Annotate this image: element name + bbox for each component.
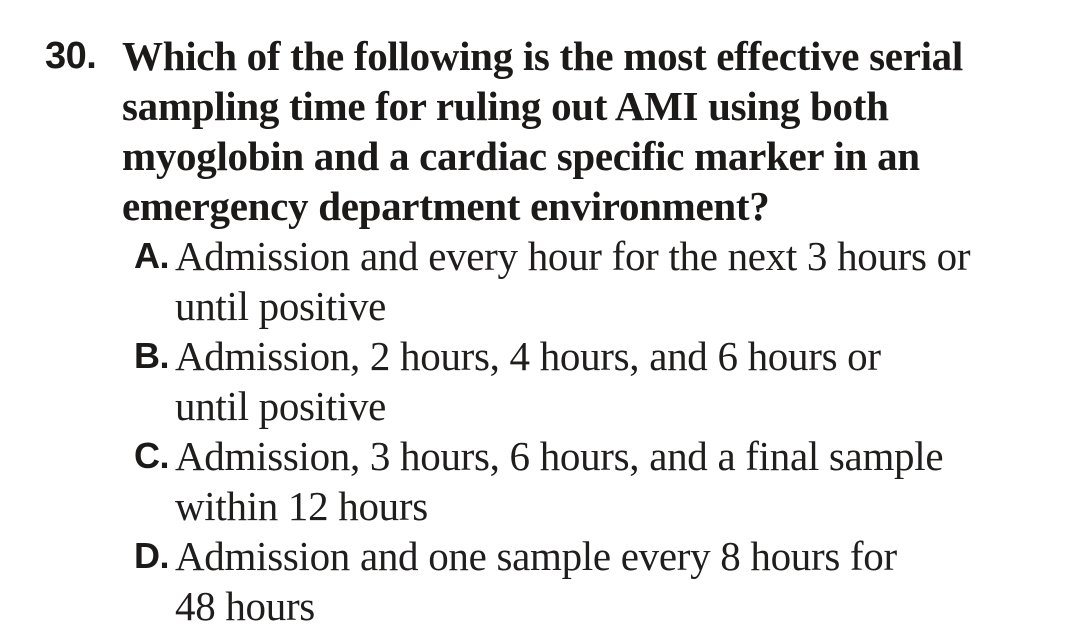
option-d-letter: D.	[134, 535, 170, 576]
option-b-text-line: until positive	[175, 383, 387, 429]
question-number: 30.	[45, 35, 97, 77]
option-b-letter: B.	[134, 335, 170, 376]
option-c-text-line: Admission, 3 hours, 6 hours, and a final…	[175, 433, 944, 479]
option-c-letter: C.	[134, 435, 170, 476]
option-b-text-line: Admission, 2 hours, 4 hours, and 6 hours…	[175, 333, 881, 379]
option-a-letter: A.	[134, 235, 170, 276]
question-text-line: myoglobin and a cardiac specific marker …	[122, 133, 920, 179]
option-b: B. Admission, 2 hours, 4 hours, and 6 ho…	[134, 331, 1069, 431]
option-a-text-line: until positive	[175, 283, 387, 329]
question-text-line: sampling time for ruling out AMI using b…	[122, 83, 889, 129]
option-a: A. Admission and every hour for the next…	[134, 231, 1069, 331]
option-c: C. Admission, 3 hours, 6 hours, and a fi…	[134, 431, 1069, 531]
question-content: Which of the following is the most effec…	[122, 31, 1069, 628]
question-text: Which of the following is the most effec…	[122, 31, 1069, 231]
option-d-text-line: 48 hours	[175, 583, 315, 628]
option-a-text-line: Admission and every hour for the next 3 …	[175, 233, 971, 279]
question-block: 30. Which of the following is the most e…	[45, 31, 1069, 628]
question-text-line: Which of the following is the most effec…	[122, 33, 963, 79]
question-text-line: emergency department environment?	[122, 183, 770, 229]
answer-options: A. Admission and every hour for the next…	[134, 231, 1069, 628]
option-c-text-line: within 12 hours	[175, 483, 428, 529]
option-d: D. Admission and one sample every 8 hour…	[134, 531, 1069, 628]
option-d-text-line: Admission and one sample every 8 hours f…	[175, 533, 897, 579]
